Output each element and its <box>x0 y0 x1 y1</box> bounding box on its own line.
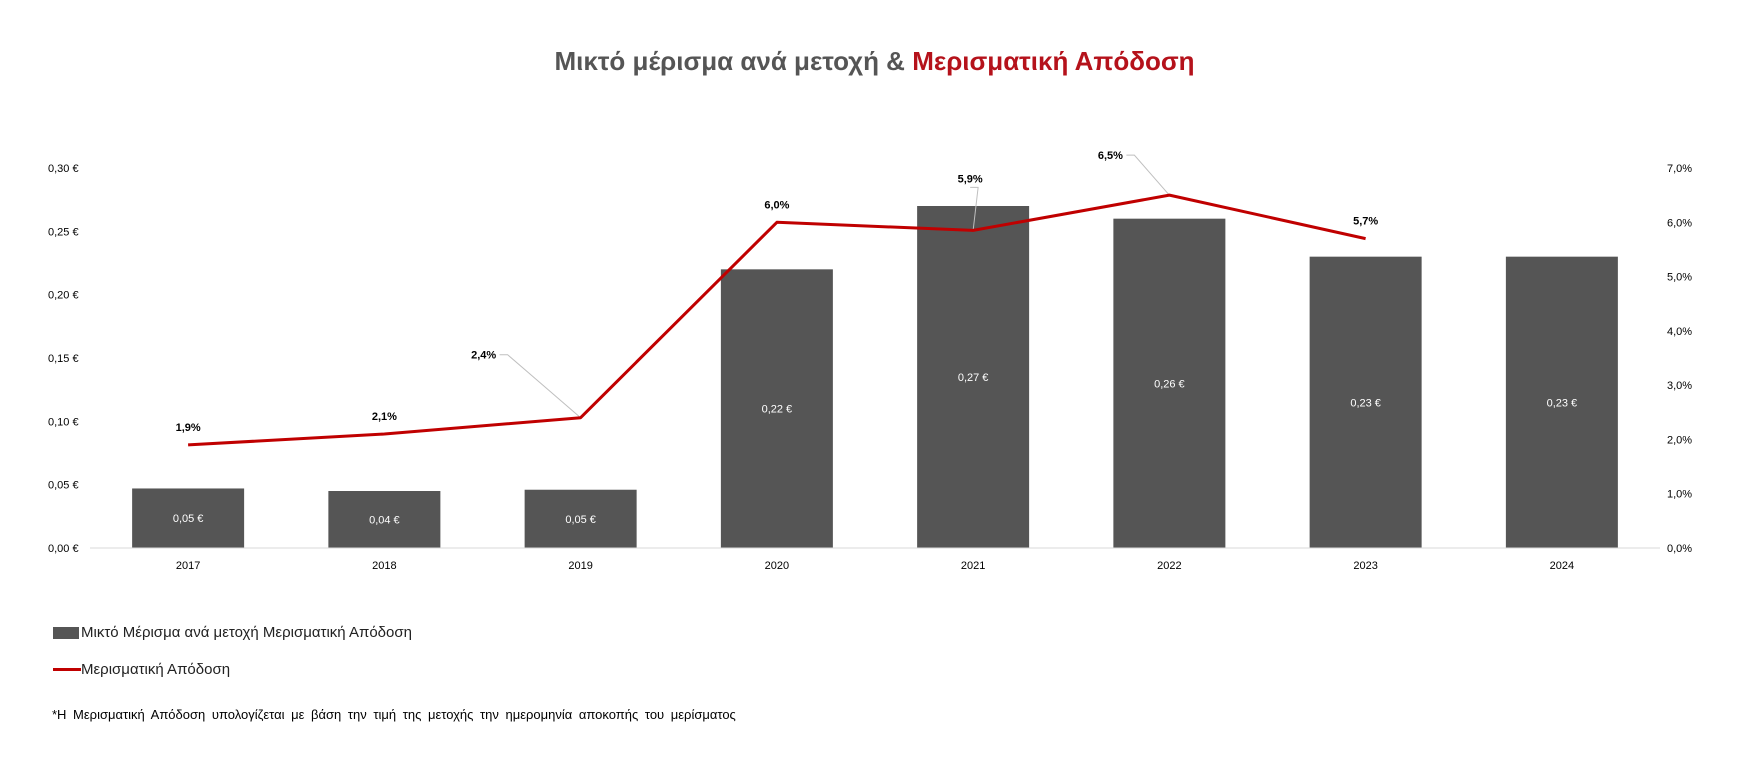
right-axis-tick-label: 5,0% <box>1667 272 1692 284</box>
bar <box>1113 218 1226 548</box>
bar <box>1505 256 1618 548</box>
left-axis-tick-label: 0,10 € <box>48 416 79 428</box>
bar-value-label: 0,22 € <box>762 404 793 416</box>
legend-item-line: Μερισματική Απόδοση <box>53 661 230 678</box>
right-axis-tick-label: 4,0% <box>1667 326 1692 338</box>
x-axis-tick-label: 2021 <box>961 560 985 572</box>
legend-item-bars: Μικτό Μέρισμα ανά μετοχή Μερισματική Από… <box>53 624 412 641</box>
dividend-chart: 0,00 € 0,05 € 0,10 € 0,15 € 0,20 € 0,25 € 0,30… <box>48 150 1692 572</box>
yield-value-label: 2,1% <box>372 411 397 423</box>
yield-value-label: 1,9% <box>176 422 201 434</box>
bar <box>1309 256 1422 548</box>
bar-value-label: 0,23 € <box>1350 397 1381 409</box>
legend-line-label: Μερισματική Απόδοση <box>81 661 231 678</box>
left-axis-tick-label: 0,30 € <box>48 163 79 175</box>
yield-line <box>188 193 1366 447</box>
x-axis-tick-label: 2024 <box>1550 560 1574 572</box>
left-axis: 0,00 € 0,05 € 0,10 € 0,15 € 0,20 € 0,25 € 0,30… <box>48 163 79 555</box>
footnote: *Η Μερισματική Απόδοση υπολογίζεται με β… <box>52 707 736 722</box>
bar <box>132 488 245 548</box>
right-axis: 0,0% 1,0% 2,0% 3,0% 4,0% 5,0% 6,0% 7,0% <box>1667 163 1692 555</box>
bar <box>524 489 637 548</box>
bar <box>917 206 1030 548</box>
bars: 0,05 € 0,04 € 0,05 € 0,22 € 0,27 € 0,26 € 0,23… <box>132 206 1618 548</box>
x-axis-tick-label: 2018 <box>372 560 396 572</box>
x-axis-tick-label: 2019 <box>568 560 592 572</box>
x-axis-tick-label: 2023 <box>1353 560 1377 572</box>
yield-labels: 1,9% 2,1% 2,4% 6,0% 5,9% 6,5% 5,7% <box>176 150 1379 434</box>
yield-line-path <box>188 193 1366 447</box>
yield-value-label: 5,7% <box>1353 216 1378 228</box>
bar <box>720 269 833 548</box>
legend-bar-swatch <box>53 626 79 639</box>
right-axis-tick-label: 6,0% <box>1667 217 1692 229</box>
chart-title: Μικτό μέρισμα ανά μετοχή & Μερισματική Α… <box>0 46 1749 77</box>
bar-value-label: 0,26 € <box>1154 378 1185 390</box>
x-axis-tick-label: 2020 <box>765 560 789 572</box>
bar-value-label: 0,05 € <box>173 513 204 525</box>
x-axis: 2017 2018 2019 2020 2021 2022 2023 2024 <box>90 547 1660 572</box>
yield-value-label: 6,0% <box>764 199 789 211</box>
left-axis-tick-label: 0,20 € <box>48 290 79 302</box>
right-axis-tick-label: 7,0% <box>1667 163 1692 175</box>
x-axis-tick-label: 2022 <box>1157 560 1181 572</box>
bar-value-label: 0,23 € <box>1547 397 1578 409</box>
legend-bar-label: Μικτό Μέρισμα ανά μετοχή Μερισματική Από… <box>81 624 412 641</box>
right-axis-tick-label: 1,0% <box>1667 489 1692 501</box>
right-axis-tick-label: 0,0% <box>1667 543 1692 555</box>
legend-line-swatch <box>53 668 81 671</box>
left-axis-tick-label: 0,25 € <box>48 226 79 238</box>
label-leader-lines <box>499 154 1170 419</box>
bar-value-label: 0,27 € <box>958 372 989 384</box>
label-leader-line <box>499 354 581 419</box>
right-axis-tick-label: 2,0% <box>1667 434 1692 446</box>
yield-value-label: 6,5% <box>1098 150 1123 162</box>
yield-value-label: 5,9% <box>958 173 983 185</box>
right-axis-tick-label: 3,0% <box>1667 380 1692 392</box>
left-axis-tick-label: 0,05 € <box>48 480 79 492</box>
yield-value-label: 2,4% <box>471 350 496 362</box>
left-axis-tick-label: 0,15 € <box>48 353 79 365</box>
bar <box>328 491 441 548</box>
chart-title-accent: Μερισματική Απόδοση <box>912 46 1195 76</box>
chart-title-main: Μικτό μέρισμα ανά μετοχή & <box>554 46 905 76</box>
label-leader-line <box>1126 154 1170 196</box>
label-leader-line <box>970 186 979 231</box>
bar-value-label: 0,04 € <box>369 515 400 527</box>
bar-value-label: 0,05 € <box>565 514 596 526</box>
x-axis-tick-label: 2017 <box>176 560 200 572</box>
left-axis-tick-label: 0,00 € <box>48 543 79 555</box>
